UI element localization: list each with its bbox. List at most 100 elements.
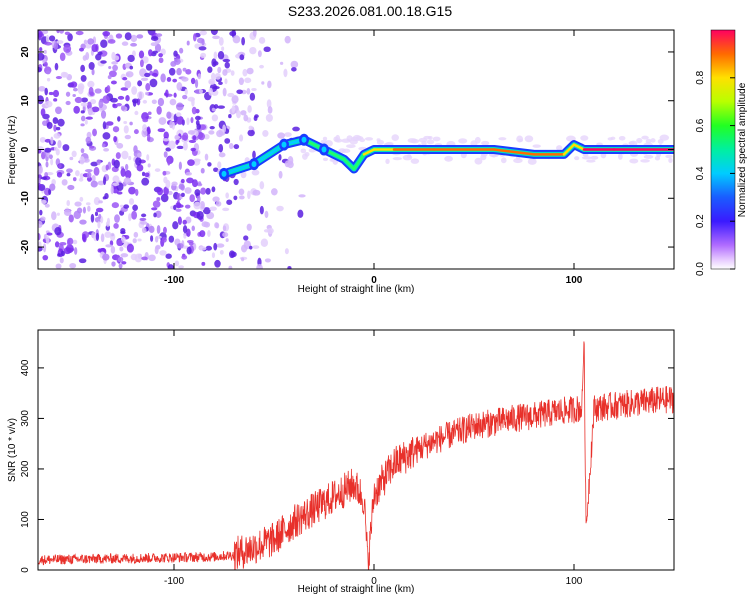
noise-speckle — [207, 66, 213, 73]
noise-speckle — [57, 140, 62, 149]
noise-speckle — [212, 85, 220, 90]
noise-speckle — [124, 163, 129, 171]
noise-speckle — [217, 161, 222, 169]
noise-speckle — [192, 33, 197, 42]
noise-speckle — [211, 186, 216, 193]
noise-speckle — [238, 188, 245, 196]
noise-speckle — [246, 87, 251, 95]
noise-speckle — [123, 177, 132, 185]
noise-speckle — [102, 30, 111, 37]
noise-speckle — [91, 43, 98, 53]
noise-speckle — [199, 201, 205, 209]
noise-speckle — [219, 249, 224, 255]
noise-speckle — [38, 95, 44, 105]
noise-speckle — [194, 79, 199, 89]
noise-speckle — [213, 167, 219, 173]
noise-speckle — [226, 199, 233, 205]
noise-speckle — [165, 147, 172, 152]
noise-speckle — [278, 170, 283, 179]
noise-speckle — [179, 47, 184, 54]
noise-speckle — [229, 31, 237, 37]
noise-speckle — [240, 171, 247, 179]
noise-speckle — [69, 262, 77, 269]
noise-speckle — [228, 143, 234, 150]
noise-speckle — [108, 66, 112, 70]
noise-speckle — [291, 67, 297, 72]
noise-speckle — [38, 85, 46, 92]
noise-speckle — [231, 105, 236, 114]
noise-speckle — [201, 261, 206, 266]
noise-speckle — [199, 30, 208, 36]
noise-speckle — [85, 136, 92, 144]
haze-speckle — [410, 139, 420, 144]
noise-speckle — [190, 77, 196, 85]
spectrogram-xlabel: Height of straight line (km) — [298, 284, 415, 295]
noise-speckle — [142, 56, 149, 64]
noise-speckle — [284, 35, 291, 44]
noise-speckle — [212, 61, 219, 66]
noise-speckle — [45, 161, 49, 168]
noise-speckle — [236, 89, 243, 95]
haze-speckle — [650, 138, 656, 143]
noise-speckle — [121, 261, 127, 265]
noise-speckle — [165, 179, 171, 189]
noise-speckle — [149, 78, 158, 88]
haze-speckle — [481, 140, 490, 146]
noise-speckle — [126, 72, 130, 77]
noise-speckle — [249, 245, 253, 250]
noise-speckle — [173, 58, 181, 65]
noise-speckle — [238, 195, 245, 200]
noise-speckle — [139, 217, 147, 221]
noise-speckle — [46, 232, 53, 236]
noise-speckle — [168, 140, 176, 150]
snr-xlabel: Height of straight line (km) — [298, 584, 415, 595]
noise-speckle — [182, 94, 188, 100]
noise-speckle — [227, 92, 235, 98]
noise-speckle — [102, 132, 111, 140]
noise-speckle — [172, 78, 178, 83]
noise-speckle — [292, 126, 300, 132]
noise-speckle — [95, 53, 102, 61]
noise-speckle — [87, 38, 95, 45]
noise-speckle — [139, 59, 144, 68]
noise-speckle — [91, 174, 96, 182]
noise-speckle — [100, 39, 108, 48]
noise-speckle — [172, 221, 179, 230]
y-tick-label: 400 — [20, 359, 31, 376]
noise-speckle — [175, 102, 184, 111]
noise-speckle — [249, 92, 256, 101]
noise-speckle — [200, 52, 207, 59]
noise-speckle — [231, 95, 239, 104]
noise-speckle — [98, 99, 104, 109]
noise-speckle — [135, 157, 142, 166]
noise-speckle — [187, 159, 195, 167]
noise-speckle — [133, 129, 139, 135]
noise-speckle — [53, 42, 59, 50]
noise-speckle — [192, 158, 201, 166]
noise-speckle — [51, 211, 57, 221]
noise-speckle — [63, 247, 72, 255]
noise-speckle — [174, 260, 180, 267]
noise-speckle — [38, 52, 45, 61]
haze-speckle — [516, 135, 524, 143]
noise-speckle — [200, 187, 207, 195]
noise-speckle — [63, 209, 72, 217]
noise-speckle — [93, 197, 101, 206]
noise-speckle — [43, 61, 48, 67]
noise-speckle — [194, 43, 201, 49]
noise-speckle — [125, 95, 130, 102]
noise-speckle — [45, 34, 50, 43]
noise-speckle — [221, 46, 225, 51]
noise-speckle — [55, 126, 61, 131]
noise-speckle — [90, 213, 95, 223]
signal-segment — [362, 148, 376, 156]
noise-speckle — [199, 230, 206, 238]
noise-speckle — [184, 187, 192, 194]
noise-speckle — [45, 235, 50, 245]
noise-speckle — [63, 44, 72, 53]
noise-speckle — [38, 165, 43, 174]
x-tick-label: 0 — [371, 275, 377, 286]
noise-speckle — [263, 46, 271, 53]
noise-speckle — [157, 97, 165, 107]
noise-speckle — [181, 254, 188, 260]
